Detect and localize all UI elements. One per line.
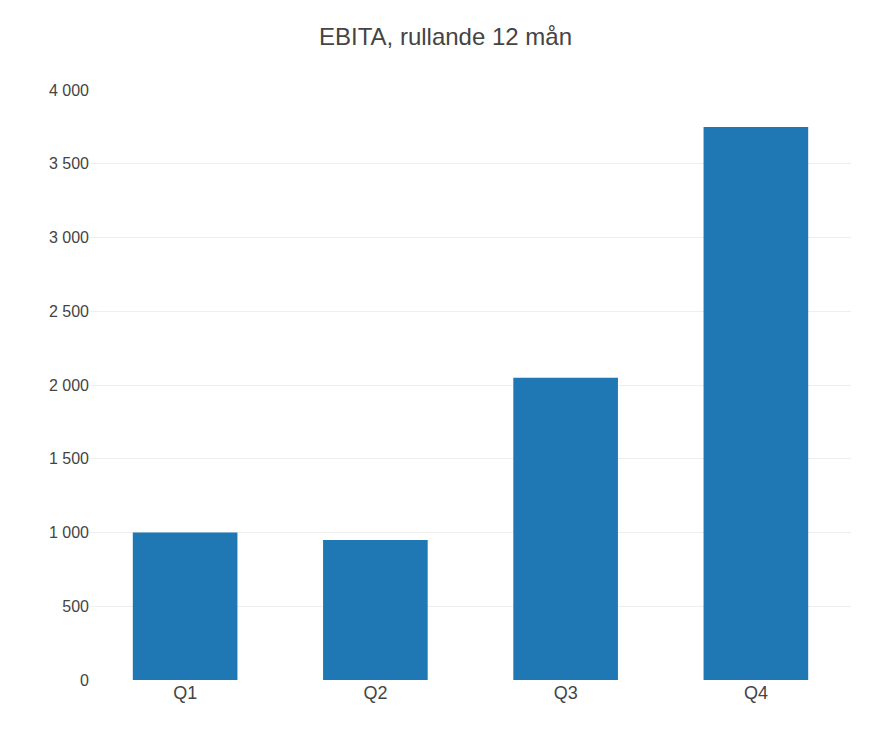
svg-text:2 000: 2 000 bbox=[49, 377, 89, 394]
svg-text:EBITA, rullande 12 mån: EBITA, rullande 12 mån bbox=[319, 23, 572, 50]
svg-text:3 000: 3 000 bbox=[49, 229, 89, 246]
svg-text:0: 0 bbox=[80, 672, 89, 689]
svg-text:1 000: 1 000 bbox=[49, 524, 89, 541]
svg-text:Q2: Q2 bbox=[363, 683, 387, 703]
svg-text:3 500: 3 500 bbox=[49, 155, 89, 172]
svg-text:Q4: Q4 bbox=[744, 683, 768, 703]
svg-text:Q1: Q1 bbox=[173, 683, 197, 703]
svg-text:1 500: 1 500 bbox=[49, 450, 89, 467]
svg-text:2 500: 2 500 bbox=[49, 303, 89, 320]
svg-text:Q3: Q3 bbox=[554, 683, 578, 703]
svg-text:500: 500 bbox=[62, 598, 89, 615]
svg-text:4 000: 4 000 bbox=[49, 82, 89, 99]
